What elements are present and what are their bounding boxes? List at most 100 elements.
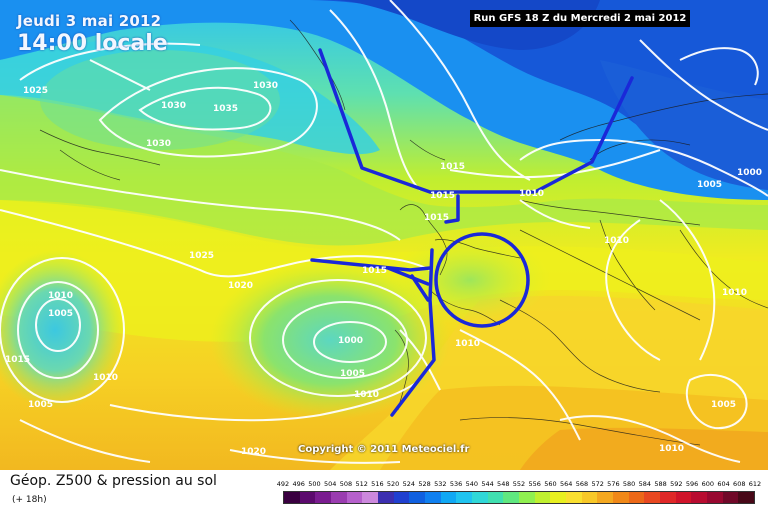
pressure-label: 1005 xyxy=(340,369,365,379)
weather-map: 1025 1030 1035 1030 1030 1015 1015 1015 … xyxy=(0,0,768,470)
colorbar-label: 612 xyxy=(748,480,762,488)
colorbar-swatch xyxy=(534,492,551,503)
colorbar-swatch xyxy=(566,492,582,503)
colorbar-labels: 492 496 500 504 508 512 516 520 524 528 532 536 540 5… xyxy=(277,480,761,490)
colorbar-label: 524 xyxy=(402,480,416,488)
colorbar-swatch xyxy=(331,492,347,503)
colorbar-swatch xyxy=(299,492,316,503)
colorbar-swatch xyxy=(409,492,426,503)
colorbar-label: 548 xyxy=(497,480,510,488)
colorbar-swatch xyxy=(597,492,614,503)
colorbar-swatch xyxy=(722,492,739,503)
colorbar-label: 580 xyxy=(622,480,636,488)
colorbar-swatch xyxy=(738,492,755,503)
pressure-label: 1030 xyxy=(253,81,278,91)
colorbar-label: 588 xyxy=(654,480,667,488)
colorbar-label: 572 xyxy=(591,480,604,488)
colorbar-label: 608 xyxy=(733,480,746,488)
pressure-label: 1010 xyxy=(93,373,118,383)
colorbar-label: 540 xyxy=(465,480,479,488)
colorbar-label: 504 xyxy=(323,480,337,488)
colorbar-swatch xyxy=(425,492,441,503)
colorbar-label: 600 xyxy=(701,480,715,488)
colorbar-swatch xyxy=(707,492,723,503)
colorbar-swatch xyxy=(284,492,300,503)
colorbar-swatch xyxy=(644,492,661,503)
colorbar-label: 512 xyxy=(355,480,368,488)
forecast-lead-time: (+ 18h) xyxy=(12,495,47,505)
pressure-label: 1010 xyxy=(455,339,480,349)
pressure-label: 1010 xyxy=(604,236,629,246)
pressure-label: 1000 xyxy=(338,336,363,346)
colorbar-swatch xyxy=(691,492,708,503)
pressure-label: 1025 xyxy=(23,86,48,96)
pressure-label: 1010 xyxy=(48,291,73,301)
pressure-label: 1010 xyxy=(519,189,544,199)
colorbar-label: 584 xyxy=(638,480,652,488)
colorbar-swatch xyxy=(660,492,676,503)
colorbar-label: 564 xyxy=(559,480,573,488)
pressure-label: 1015 xyxy=(424,213,449,223)
colorbar-label: 560 xyxy=(544,480,557,488)
copyright-notice: Copyright © 2011 Meteociel.fr xyxy=(298,444,470,455)
colorbar xyxy=(283,491,755,504)
pressure-label: 1005 xyxy=(48,309,73,319)
colorbar-label: 568 xyxy=(575,480,589,488)
pressure-label: 1010 xyxy=(354,390,379,400)
pressure-label: 1015 xyxy=(440,162,465,172)
model-run-info: Run GFS 18 Z du Mercredi 2 mai 2012 xyxy=(470,10,690,27)
colorbar-label: 532 xyxy=(434,480,447,488)
pressure-label: 1020 xyxy=(228,281,253,291)
colorbar-label: 576 xyxy=(607,480,620,488)
pressure-label: 1030 xyxy=(146,139,171,149)
colorbar-label: 528 xyxy=(418,480,431,488)
colorbar-swatch xyxy=(503,492,520,503)
pressure-label: 1025 xyxy=(189,251,214,261)
colorbar-label: 492 xyxy=(276,480,290,488)
colorbar-label: 544 xyxy=(481,480,494,488)
colorbar-swatch xyxy=(440,492,457,503)
colorbar-swatch xyxy=(456,492,473,503)
pressure-label: 1005 xyxy=(697,180,722,190)
map-description: Géop. Z500 & pression au sol xyxy=(10,473,217,489)
colorbar-swatch xyxy=(675,492,692,503)
pressure-label: 1015 xyxy=(362,266,387,276)
colorbar-label: 556 xyxy=(528,480,541,488)
colorbar-swatch xyxy=(581,492,598,503)
geopotential-field: 1025 1030 1035 1030 1030 1015 1015 1015 … xyxy=(0,0,768,470)
legend-footer: Géop. Z500 & pression au sol (+ 18h) 492… xyxy=(0,470,768,512)
colorbar-swatch xyxy=(378,492,394,503)
colorbar-swatch xyxy=(628,492,645,503)
pressure-label: 1005 xyxy=(28,400,53,410)
forecast-date: Jeudi 3 mai 2012 xyxy=(17,12,162,30)
colorbar-swatch xyxy=(550,492,567,503)
pressure-label: 1015 xyxy=(5,355,30,365)
pressure-label: 1010 xyxy=(659,444,684,454)
colorbar-label: 496 xyxy=(292,480,305,488)
colorbar-swatch xyxy=(472,492,488,503)
pressure-label: 1000 xyxy=(737,168,762,178)
colorbar-swatch xyxy=(346,492,363,503)
colorbar-label: 500 xyxy=(308,480,321,488)
colorbar-label: 508 xyxy=(339,480,353,488)
colorbar-label: 516 xyxy=(371,480,384,488)
colorbar-swatch xyxy=(613,492,629,503)
colorbar-swatch xyxy=(393,492,410,503)
pressure-label: 1020 xyxy=(241,447,266,457)
colorbar-label: 536 xyxy=(449,480,463,488)
pressure-label: 1030 xyxy=(161,101,186,111)
colorbar-label: 552 xyxy=(512,480,526,488)
colorbar-label: 596 xyxy=(685,480,699,488)
pressure-label: 1015 xyxy=(430,191,455,201)
colorbar-swatch xyxy=(362,492,379,503)
colorbar-swatch xyxy=(519,492,535,503)
forecast-time: 14:00 locale xyxy=(17,31,168,56)
pressure-label: 1035 xyxy=(213,104,238,114)
pressure-label: 1005 xyxy=(711,400,736,410)
colorbar-label: 520 xyxy=(386,480,400,488)
colorbar-label: 592 xyxy=(670,480,683,488)
colorbar-swatch xyxy=(487,492,504,503)
pressure-label: 1010 xyxy=(722,288,747,298)
colorbar-label: 604 xyxy=(717,480,730,488)
colorbar-swatch xyxy=(315,492,332,503)
